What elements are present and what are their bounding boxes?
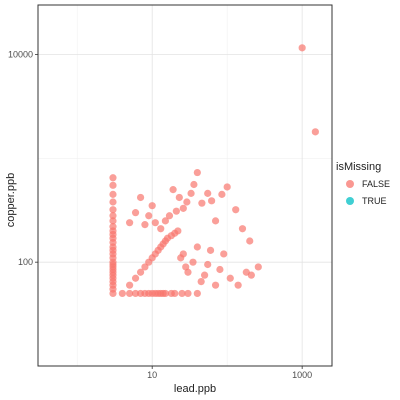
data-point	[109, 289, 117, 298]
data-point	[131, 289, 140, 298]
legend-label: TRUE	[362, 196, 387, 206]
data-point	[175, 193, 183, 202]
legend-label: FALSE	[362, 179, 390, 189]
data-point	[109, 206, 117, 214]
data-point	[109, 212, 117, 220]
data-point	[190, 180, 198, 189]
data-point	[234, 281, 242, 289]
data-point	[141, 221, 149, 229]
data-point	[183, 198, 191, 206]
data-point	[238, 225, 247, 233]
data-point	[189, 258, 197, 266]
data-point	[145, 212, 153, 220]
data-points	[109, 44, 319, 298]
y-tick-label: 10000	[8, 50, 33, 60]
legend-key	[346, 197, 354, 205]
data-point	[298, 44, 306, 52]
data-point	[204, 189, 212, 197]
data-point	[216, 265, 224, 274]
data-point	[211, 281, 220, 289]
data-point	[136, 268, 145, 276]
data-point	[223, 183, 231, 191]
data-point	[109, 217, 117, 225]
data-point	[136, 193, 145, 202]
data-point	[131, 274, 140, 282]
data-point	[169, 186, 177, 194]
panel-border	[37, 4, 333, 367]
data-point	[208, 197, 216, 205]
plot-panel	[38, 5, 332, 366]
data-point	[206, 246, 215, 254]
data-point	[246, 237, 254, 245]
x-tick-label: 10	[147, 370, 157, 380]
axes: 10 1000 100 10000	[8, 4, 333, 380]
data-point	[131, 209, 140, 217]
data-point	[254, 263, 262, 271]
data-point	[220, 250, 228, 258]
data-point	[184, 268, 192, 276]
data-point	[218, 190, 226, 198]
data-point	[204, 260, 212, 269]
data-point	[193, 243, 201, 251]
data-point	[211, 217, 220, 225]
data-point	[174, 227, 182, 235]
data-point	[171, 289, 179, 298]
data-point	[179, 250, 187, 258]
y-tick-label: 100	[18, 257, 33, 267]
data-point	[178, 289, 186, 298]
data-point	[193, 168, 201, 177]
data-point	[193, 289, 201, 298]
data-point	[109, 174, 117, 182]
data-point	[157, 225, 165, 233]
data-point	[247, 271, 255, 279]
data-point	[179, 204, 187, 212]
data-point	[161, 289, 169, 298]
data-point	[126, 219, 134, 227]
data-point	[151, 219, 159, 227]
data-point	[148, 202, 156, 210]
data-point	[172, 207, 180, 215]
x-tick-label: 1000	[292, 370, 312, 380]
data-point	[109, 190, 117, 198]
data-point	[201, 271, 209, 279]
data-point	[197, 278, 205, 286]
data-point	[126, 281, 134, 289]
data-point	[232, 206, 240, 214]
data-point	[226, 274, 234, 282]
data-point	[118, 289, 126, 298]
legend-title: isMissing	[336, 161, 381, 173]
data-point	[165, 212, 174, 220]
data-point	[184, 289, 192, 298]
data-point	[198, 199, 206, 207]
legend: isMissing FALSE TRUE	[336, 161, 390, 206]
legend-key	[346, 180, 354, 188]
data-point	[311, 128, 319, 136]
data-point	[161, 217, 169, 225]
data-point	[126, 289, 134, 298]
panel-background	[38, 5, 332, 366]
data-point	[109, 181, 117, 189]
x-axis-title: lead.ppb	[174, 383, 216, 395]
data-point	[109, 198, 117, 206]
y-axis-title: copper.ppb	[5, 173, 17, 227]
data-point	[187, 189, 195, 197]
